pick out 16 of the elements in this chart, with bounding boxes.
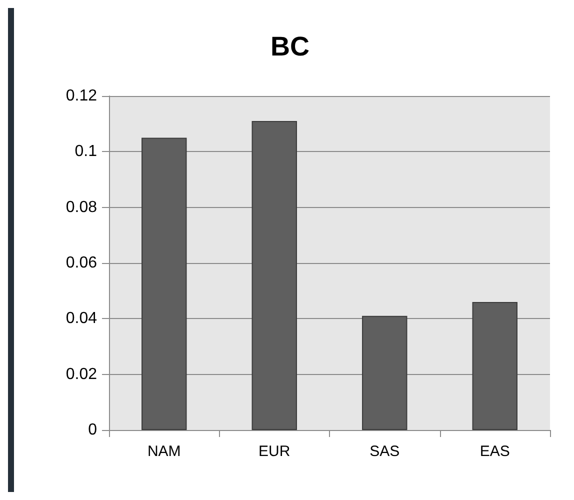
y-tick-label: 0.02 (66, 366, 98, 383)
y-tick-label: 0.12 (66, 88, 98, 104)
x-tick-label: SAS (370, 443, 400, 460)
y-tick-label: 0 (88, 422, 98, 438)
x-tick-label: NAM (147, 443, 181, 460)
bar (142, 138, 187, 430)
y-tick-label: 0.08 (66, 198, 98, 216)
chart-title: BC (270, 32, 310, 62)
x-tick-label: EUR (258, 443, 290, 460)
y-tick-label: 0.1 (74, 143, 98, 160)
bar (362, 316, 408, 430)
bar (472, 302, 518, 430)
x-tick-label: EAS (480, 443, 510, 460)
y-tick-label: 0.06 (66, 254, 98, 272)
bar (252, 121, 297, 430)
y-tick-label: 0.04 (66, 310, 98, 328)
